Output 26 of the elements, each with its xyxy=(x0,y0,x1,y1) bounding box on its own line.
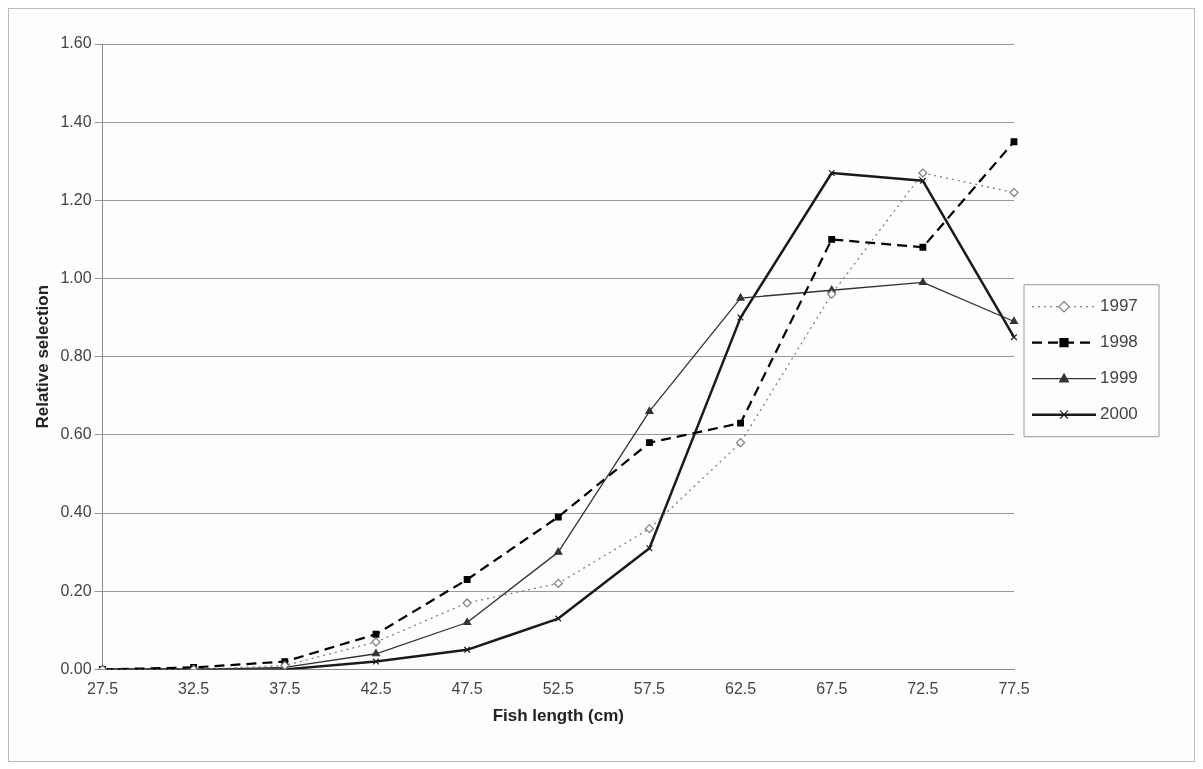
x-tick-label: 42.5 xyxy=(360,680,392,698)
x-tick-label: 37.5 xyxy=(269,680,301,698)
x-tick-label: 67.5 xyxy=(816,680,848,698)
y-tick-label: 0.20 xyxy=(60,581,92,599)
y-tick-label: 1.00 xyxy=(60,268,92,286)
y-tick-label: 1.40 xyxy=(60,112,92,130)
y-axis-title: Relative selection xyxy=(32,284,52,429)
x-tick-label: 27.5 xyxy=(86,680,119,698)
y-tick-label: 0.60 xyxy=(60,425,92,443)
y-tick-label: 0.00 xyxy=(60,659,92,677)
legend-label: 2000 xyxy=(1100,404,1138,424)
legend-label: 1997 xyxy=(1100,296,1138,316)
y-tick-label: 1.60 xyxy=(60,34,92,52)
x-tick-label: 47.5 xyxy=(451,680,483,698)
x-tick-label: 52.5 xyxy=(542,680,574,698)
y-tick-label: 1.20 xyxy=(60,190,92,208)
x-axis-title: Fish length (cm) xyxy=(492,706,624,726)
x-tick-label: 77.5 xyxy=(998,680,1030,698)
y-tick-label: 0.40 xyxy=(60,503,92,521)
x-tick-label: 57.5 xyxy=(633,680,666,698)
legend-label: 1999 xyxy=(1100,368,1138,388)
y-tick-label: 0.80 xyxy=(60,347,92,365)
x-tick-label: 72.5 xyxy=(907,680,939,698)
x-tick-label: 62.5 xyxy=(724,680,757,698)
legend-label: 1998 xyxy=(1100,332,1138,352)
x-tick-label: 32.5 xyxy=(178,680,210,698)
